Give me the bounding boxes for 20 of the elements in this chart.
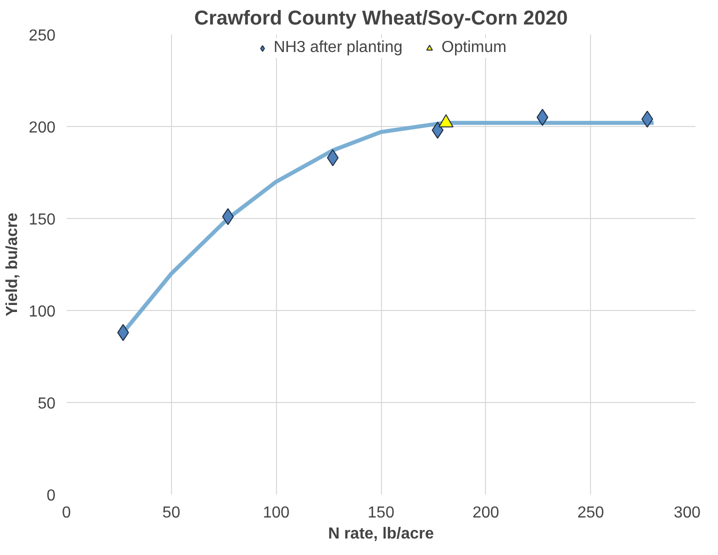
- x-tick-label: 250: [577, 504, 604, 522]
- x-tick-label: 200: [472, 504, 500, 522]
- y-axis-title: Yield, bu/acre: [4, 212, 21, 316]
- point: [326, 149, 339, 166]
- x-axis-title: N rate, lb/acre: [328, 526, 434, 542]
- point: [641, 110, 654, 128]
- chart-title: Crawford County Wheat/Soy-Corn 2020: [194, 8, 568, 30]
- x-tick-label: 50: [162, 504, 180, 522]
- legend-label: Optimum: [442, 39, 506, 57]
- y-tick-label: 250: [28, 28, 56, 44]
- x-tick-label: 300: [674, 504, 701, 522]
- x-tick-label: 0: [62, 504, 72, 522]
- x-tick-label: 150: [368, 504, 394, 522]
- x-tick-label: 100: [262, 504, 290, 522]
- y-tick-label: 50: [38, 396, 56, 412]
- y-tick-label: 0: [46, 488, 56, 504]
- y-tick-label: 150: [28, 212, 56, 228]
- y-tick-label: 200: [28, 120, 56, 136]
- y-tick-label: 100: [28, 304, 56, 320]
- legend-label: NH3 after planting: [274, 39, 403, 57]
